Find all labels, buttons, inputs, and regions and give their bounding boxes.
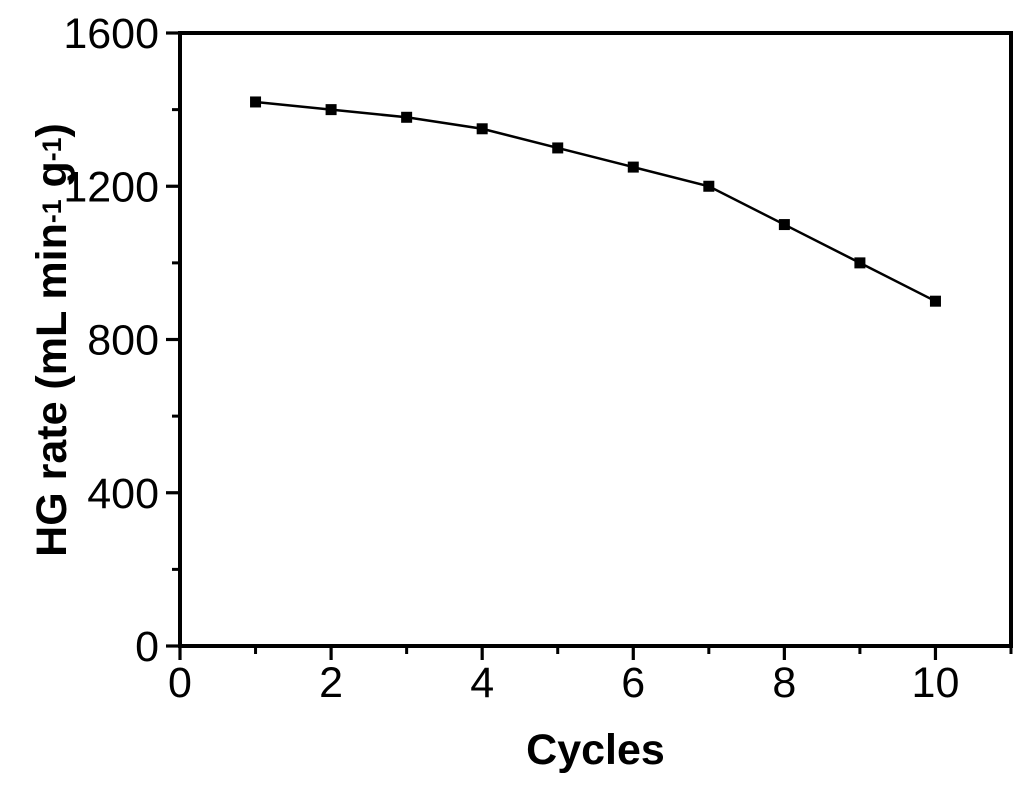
y-axis-title-text: HG rate (mL min xyxy=(27,223,76,557)
data-point-marker xyxy=(250,96,262,108)
data-point-marker xyxy=(627,161,639,173)
plot-frame xyxy=(178,31,1013,648)
y-axis-title-superscript: -1 xyxy=(36,137,67,162)
y-tick-label: 0 xyxy=(135,623,159,671)
x-tick-label: 10 xyxy=(912,659,960,707)
x-tick-label: 0 xyxy=(168,659,192,707)
y-axis-title: HG rate (mL min -1 g -1) xyxy=(20,0,84,690)
y-axis-title-superscript: -1 xyxy=(36,199,67,224)
y-tick-label: 400 xyxy=(87,470,159,518)
x-tick-label: 6 xyxy=(621,659,645,707)
x-tick-label: 2 xyxy=(319,659,343,707)
data-point-marker xyxy=(552,142,564,154)
x-axis-title: Cycles xyxy=(526,726,665,774)
data-point-marker xyxy=(778,219,790,231)
x-tick-label: 8 xyxy=(772,659,796,707)
y-tick-label: 800 xyxy=(87,317,159,365)
data-line xyxy=(255,100,937,303)
data-point-marker xyxy=(325,104,337,116)
y-tick-label: 1600 xyxy=(63,10,159,58)
data-point-marker xyxy=(476,123,488,135)
y-tick-label: 1200 xyxy=(63,163,159,211)
data-point-marker xyxy=(703,180,715,192)
y-axis-title-text: g xyxy=(27,161,76,200)
x-tick-label: 4 xyxy=(470,659,494,707)
data-point-marker xyxy=(401,111,413,123)
data-point-marker xyxy=(929,295,941,307)
data-point-marker xyxy=(854,257,866,269)
y-axis-title-text: ) xyxy=(27,123,76,138)
